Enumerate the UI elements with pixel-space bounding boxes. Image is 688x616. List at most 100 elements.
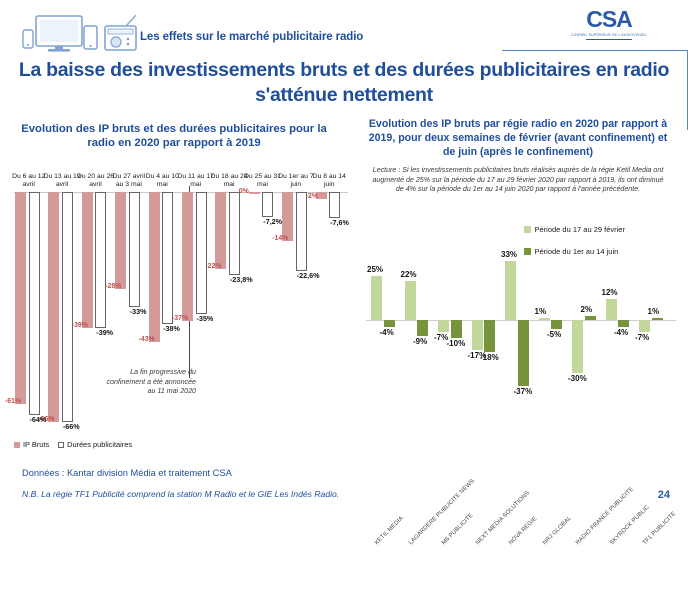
bar-ip-bruts: [115, 192, 127, 290]
left-chart-category-header: Du 11 au 17 mai: [177, 172, 214, 189]
bar-durees-publicitaires: [262, 192, 274, 218]
right-chart-value-label: -7%: [635, 333, 650, 343]
page-title: La baisse des investissements bruts et d…: [18, 59, 670, 106]
left-chart-category-header: Du 18 au 24 mai: [210, 172, 248, 189]
page-header: Les effets sur le marché publicitaire ra…: [0, 0, 688, 130]
bar-periode-juin: [551, 320, 562, 329]
legend-label-ip-bruts: IP Bruts: [23, 440, 50, 449]
bar-ip-bruts: [48, 192, 60, 422]
footer-source: Données : Kantar division Média et trait…: [22, 468, 232, 478]
bar-periode-juin: [383, 320, 395, 328]
ip-bruts-swatch: [14, 441, 20, 448]
bar-durees-publicitaires: [128, 192, 140, 307]
bar-ip-bruts: [248, 192, 260, 194]
bar-periode-fevrier: [639, 320, 650, 333]
right-chart-category-label: TF1 PUBLICITE: [642, 510, 678, 547]
right-chart-value-label: -4%: [614, 328, 629, 338]
left-chart-category-header: Du 4 au 10 mai: [145, 172, 179, 189]
durees-publicitaires-swatch: [58, 441, 65, 448]
left-chart-value-label: -22%: [205, 262, 222, 270]
right-chart-plot: 25% 22% -7% -17% 33% 1% -30% 12% -7% -4% -9% -10% -1…: [366, 230, 682, 430]
right-chart-lecture-note: Lecture : Si les investissements publici…: [372, 166, 664, 194]
legend-label-durees: Durées publicitaires: [67, 440, 133, 449]
right-chart-value-label: 33%: [501, 250, 518, 260]
left-chart-value-label: 0%: [238, 187, 249, 195]
bar-ip-bruts: [15, 192, 26, 405]
bar-periode-juin: [517, 320, 529, 386]
right-chart-category-labels: KETIL MEDIA LAGARDERE PUBLICITE NEWS M6 PU…: [366, 478, 686, 616]
right-chart-value-label: -30%: [568, 374, 587, 384]
bar-periode-fevrier: [505, 261, 516, 320]
right-chart-category-label: RADIO FRANCE PUBLICITE: [575, 486, 635, 547]
right-chart-value-label: -37%: [513, 386, 533, 396]
footer-note: N.B. La régie TF1 Publicité comprend la …: [22, 489, 340, 499]
bar-durees-publicitaires: [61, 192, 73, 422]
left-chart-value-label: -7,2%: [263, 217, 283, 227]
left-chart-category-header: Du 1er au 7 juin: [278, 172, 314, 189]
left-chart-value-label: -28%: [105, 283, 122, 291]
legend-item-durees: Durées publicitaires: [58, 440, 132, 449]
bar-periode-fevrier: [471, 320, 483, 351]
bar-ip-bruts: [182, 192, 193, 321]
legend-label-periode-juin: Période du 1er au 14 juin: [534, 247, 619, 256]
bar-ip-bruts: [282, 192, 294, 241]
csa-logo-rule: [586, 39, 632, 40]
right-chart-value-label: 25%: [367, 264, 384, 274]
left-chart-value-label: -14%: [272, 234, 289, 242]
right-chart-category-label: LAGARDERE PUBLICITE NEWS: [407, 478, 476, 547]
right-chart-title: Evolution des IP bruts par régie radio e…: [368, 118, 668, 158]
right-chart-category-label: KETIL MEDIA: [374, 515, 405, 547]
bar-periode-juin: [450, 320, 462, 338]
right-chart-value-label: 1%: [534, 307, 547, 317]
bar-ip-bruts: [148, 192, 160, 342]
left-chart-plot: La fin progressive du confinement a été …: [4, 186, 349, 470]
left-chart-value-label: -43%: [138, 335, 155, 343]
bar-ip-bruts: [81, 192, 93, 328]
right-chart-category-label: M6 PUBLICITE: [441, 512, 475, 547]
left-chart-value-label: -38%: [163, 324, 180, 334]
bar-periode-juin: [618, 320, 629, 328]
right-chart-value-label: -4%: [379, 328, 394, 338]
left-chart-value-label: -37%: [172, 314, 189, 322]
csa-logo-mark: CSA: [586, 6, 633, 32]
left-chart-value-label: -33%: [129, 306, 147, 316]
bar-durees-publicitaires: [95, 192, 107, 328]
periode-fevrier-swatch: [524, 226, 531, 233]
left-chart-value-label: -35%: [196, 313, 214, 323]
left-chart-category-header: Du 20 au 26 avril: [76, 172, 115, 189]
left-chart-title: Evolution des IP bruts et des durées pub…: [21, 123, 327, 150]
left-chart-zero-axis: [14, 192, 348, 193]
header-kicker: Les effets sur le marché publicitaire ra…: [140, 31, 364, 43]
right-chart-value-label: -17%: [467, 351, 487, 361]
csa-logo-subtitle: CONSEIL SUPÉRIEUR DE L'AUDIOVISUEL: [571, 33, 647, 37]
left-chart-panel: Evolution des IP bruts et des durées pub…: [0, 122, 349, 482]
left-chart-category-header: Du 13 au 19 avril: [43, 172, 81, 189]
left-chart-value-label: -39%: [71, 321, 88, 329]
bar-durees-publicitaires: [295, 192, 307, 271]
right-chart-value-label: 1%: [647, 307, 660, 317]
bar-durees-publicitaires: [162, 192, 174, 325]
legend-item-ip-bruts: IP Bruts: [14, 440, 49, 449]
legend-label-periode-fevrier: Période du 17 au 29 février: [534, 225, 625, 234]
bar-periode-juin: [417, 320, 428, 337]
left-chart-category-header: Du 25 au 31 mai: [243, 172, 282, 189]
right-chart-value-label: 2%: [580, 305, 593, 315]
right-chart-value-label: -7%: [434, 333, 449, 343]
periode-juin-swatch: [524, 248, 531, 255]
right-chart-value-label: 12%: [601, 287, 618, 297]
left-chart-value-label: -64%: [29, 414, 47, 424]
right-chart-panel: Evolution des IP bruts par régie radio e…: [348, 118, 688, 546]
right-chart-value-label: -5%: [547, 329, 562, 339]
bar-durees-publicitaires: [228, 192, 240, 275]
right-chart-value-label: 22%: [400, 269, 417, 279]
bar-durees-publicitaires: [329, 192, 341, 219]
bar-durees-publicitaires: [28, 192, 40, 415]
left-chart-value-label: -66%: [38, 415, 55, 423]
bar-periode-fevrier: [404, 280, 416, 320]
bar-periode-juin: [484, 320, 495, 353]
csa-logo: CSA CONSEIL SUPÉRIEUR DE L'AUDIOVISUEL: [554, 8, 664, 40]
left-chart-category-header: Du 8 au 14 juin: [312, 172, 346, 189]
decorative-frame-horizontal: [502, 50, 688, 51]
right-chart-category-label: NRJ GLOBAL: [541, 515, 573, 547]
bar-periode-fevrier: [371, 275, 382, 320]
